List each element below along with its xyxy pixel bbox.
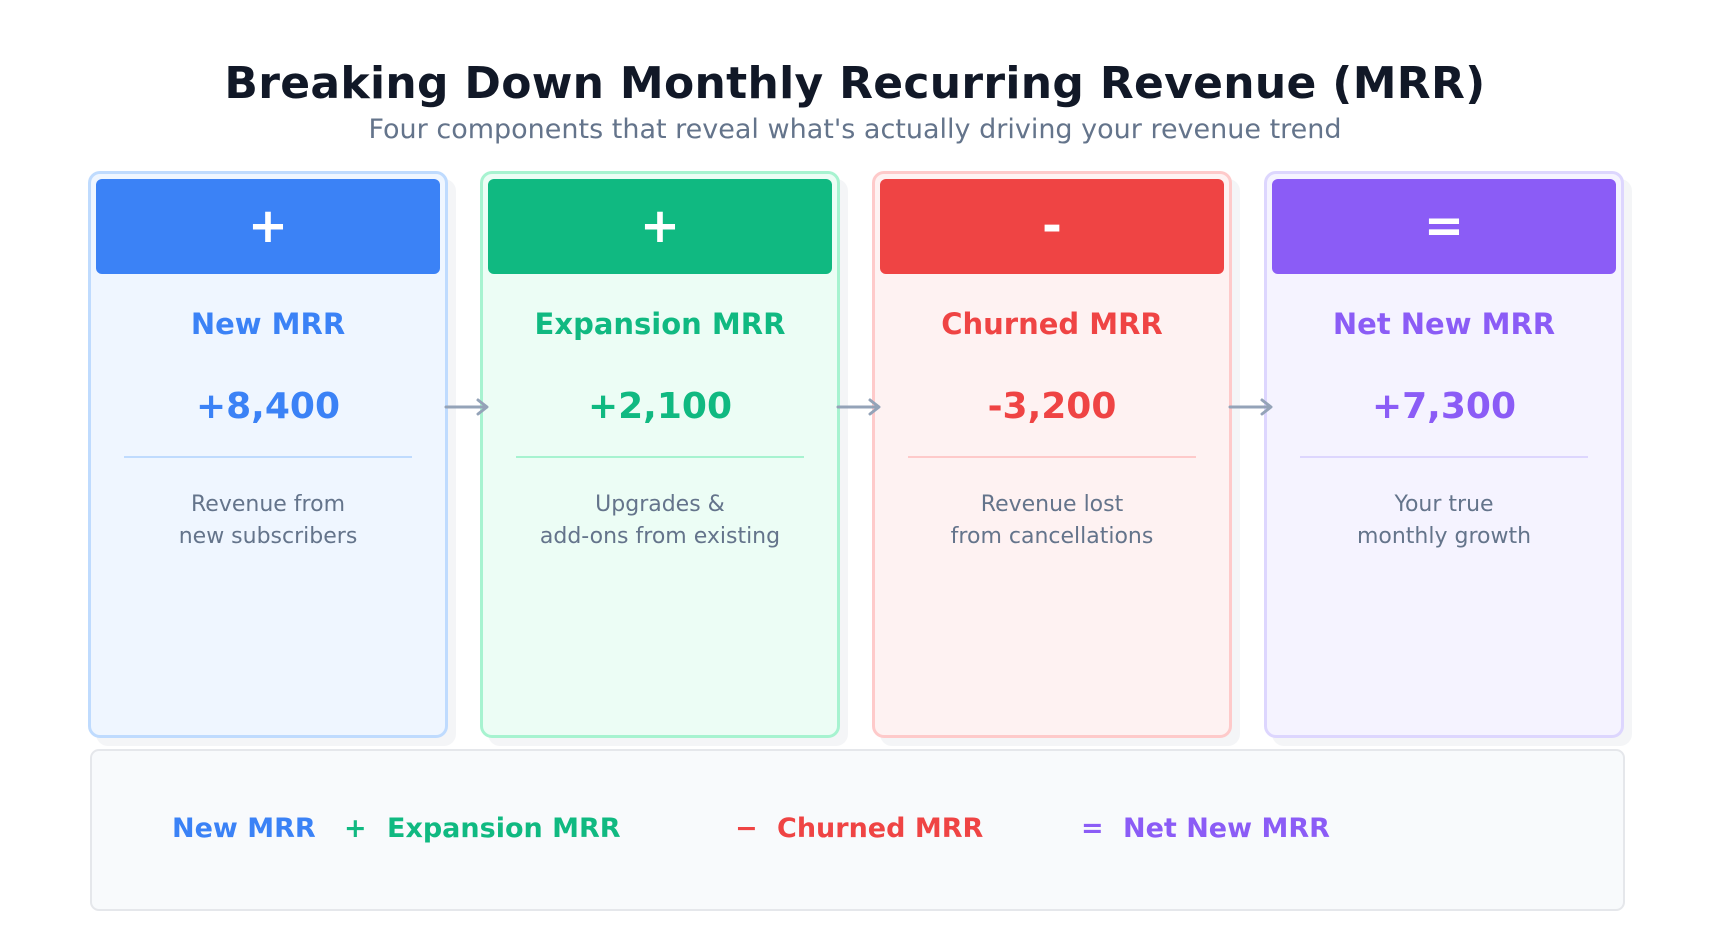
equals-symbol-band: = xyxy=(1272,179,1616,274)
card-description-line: Revenue from xyxy=(191,492,345,517)
card-expansion-mrr: + Expansion MRR +2,100 Upgrades & add-on… xyxy=(480,171,840,738)
arrow-right-icon xyxy=(1228,398,1273,416)
arrow-right-icon xyxy=(836,398,881,416)
card-churned-mrr: - Churned MRR -3,200 Revenue lost from c… xyxy=(872,171,1232,738)
card-divider xyxy=(124,456,412,458)
card-divider xyxy=(1300,456,1588,458)
card-divider xyxy=(516,456,804,458)
card-value: -3,200 xyxy=(987,386,1117,427)
formula-term-net-new-mrr: Net New MRR xyxy=(1123,813,1330,844)
card-description: Upgrades & add-ons from existing xyxy=(483,489,837,553)
card-name: Churned MRR xyxy=(941,307,1163,341)
card-description: Your true monthly growth xyxy=(1267,489,1621,553)
card-new-mrr: + New MRR +8,400 Revenue from new subscr… xyxy=(88,171,448,738)
card-description-line: Upgrades & xyxy=(595,492,725,517)
plus-symbol-band: + xyxy=(488,179,832,274)
card-divider xyxy=(908,456,1196,458)
formula-operator-plus: + xyxy=(344,813,367,844)
page-title: Breaking Down Monthly Recurring Revenue … xyxy=(224,58,1486,109)
card-description-line: Revenue lost xyxy=(980,492,1124,517)
plus-symbol-band: + xyxy=(96,179,440,274)
card-value: +2,100 xyxy=(587,386,733,427)
formula-term-churned-mrr: Churned MRR xyxy=(777,813,984,844)
card-name: New MRR xyxy=(190,307,346,341)
card-net-new-mrr: = Net New MRR +7,300 Your true monthly g… xyxy=(1264,171,1624,738)
arrow-right-icon xyxy=(444,398,489,416)
card-description-line: Your true xyxy=(1394,492,1494,517)
formula-term-new-mrr: New MRR xyxy=(172,813,316,844)
card-value: +8,400 xyxy=(195,386,341,427)
formula-term-expansion-mrr: Expansion MRR xyxy=(387,813,621,844)
card-value: +7,300 xyxy=(1371,386,1517,427)
card-description: Revenue from new subscribers xyxy=(91,489,445,553)
card-description-line: new subscribers xyxy=(178,524,358,549)
formula-operator-minus: − xyxy=(735,813,758,844)
card-description-line: from cancellations xyxy=(950,524,1154,549)
page-subtitle: Four components that reveal what's actua… xyxy=(368,114,1342,145)
card-description-line: add-ons from existing xyxy=(539,524,781,549)
card-name: Net New MRR xyxy=(1332,307,1556,341)
formula-operator-equals: = xyxy=(1081,813,1104,844)
card-name: Expansion MRR xyxy=(534,307,786,341)
minus-symbol-band: - xyxy=(880,179,1224,274)
card-description-line: monthly growth xyxy=(1356,524,1532,549)
formula-box: New MRR + Expansion MRR − Churned MRR = … xyxy=(90,749,1625,911)
card-description: Revenue lost from cancellations xyxy=(875,489,1229,553)
